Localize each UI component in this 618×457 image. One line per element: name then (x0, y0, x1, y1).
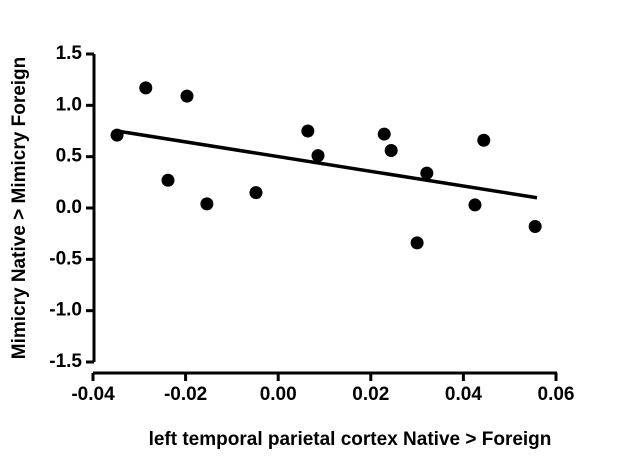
y-axis-label: Mimicry Native > Mimicry Foreign (9, 57, 30, 360)
x-tick-label: -0.04 (71, 384, 115, 405)
y-tick-label: 1.5 (56, 43, 83, 64)
x-tick-label: 0.00 (260, 384, 297, 405)
point (200, 197, 214, 211)
point (410, 236, 424, 250)
x-tick-label: 0.04 (445, 384, 482, 405)
x-tick-label: -0.02 (164, 384, 207, 405)
point (311, 149, 325, 163)
point (477, 133, 491, 147)
regression-line (116, 129, 538, 200)
x-axis-label: left temporal parietal cortex Native > F… (149, 429, 552, 450)
point (384, 144, 398, 158)
x-tick-label: 0.02 (352, 384, 389, 405)
point (110, 128, 124, 142)
y-tick-label: 1.0 (56, 94, 82, 115)
point (180, 89, 194, 103)
point (528, 219, 542, 233)
x-tick-label: 0.06 (538, 384, 575, 405)
point (468, 198, 482, 212)
y-tick-label: 0.5 (56, 146, 83, 167)
point (161, 173, 175, 187)
y-tick-label: -1.0 (49, 300, 82, 321)
y-tick-label: -1.5 (49, 351, 82, 372)
point (249, 186, 263, 200)
y-tick-label: -0.5 (49, 248, 82, 269)
point (301, 124, 315, 138)
point (139, 81, 153, 95)
y-tick-label: 0.0 (56, 197, 82, 218)
point (420, 166, 434, 180)
point (377, 127, 391, 141)
